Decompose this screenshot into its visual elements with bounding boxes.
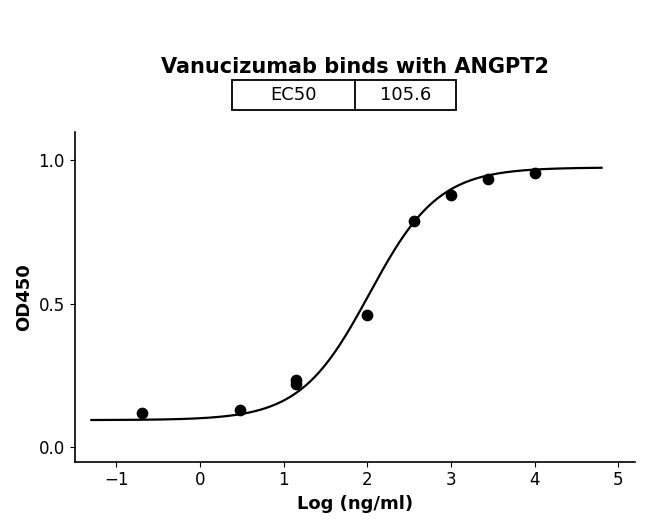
Text: 105.6: 105.6 [380, 86, 431, 104]
Point [446, 191, 456, 199]
Point [362, 311, 372, 319]
Point [409, 216, 419, 225]
Point [291, 376, 301, 384]
Y-axis label: OD450: OD450 [15, 263, 33, 331]
Point [291, 380, 301, 389]
Point [235, 406, 245, 414]
Point [483, 175, 493, 183]
Text: EC50: EC50 [270, 86, 317, 104]
Bar [231, 80, 456, 110]
Point [530, 169, 540, 177]
Title: Vanucizumab binds with ANGPT2: Vanucizumab binds with ANGPT2 [161, 57, 549, 77]
Point [136, 409, 147, 418]
X-axis label: Log (ng/ml): Log (ng/ml) [297, 495, 413, 513]
